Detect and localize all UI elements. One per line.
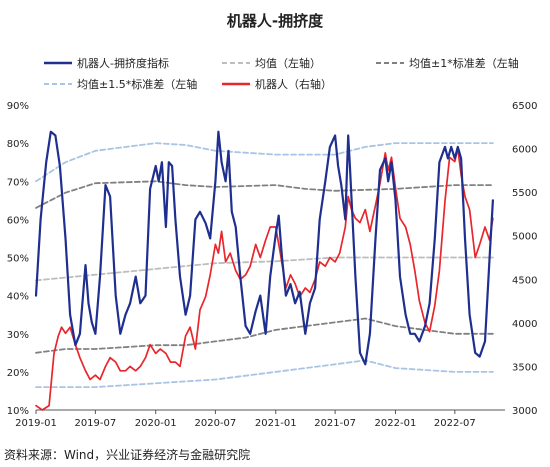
series-line-mean-plus-1.5sd <box>35 142 494 183</box>
x-tick-label: 2019-07 <box>74 418 116 429</box>
y-left-tick-label: 40% <box>7 292 29 303</box>
x-tick-label: 2022-01 <box>375 418 417 429</box>
legend-label: 机器人-拥挤度指标 <box>77 56 169 70</box>
y-right-tick-label: 6000 <box>512 145 537 156</box>
legend-label: 机器人（右轴） <box>255 77 332 91</box>
y-right-tick-label: 4000 <box>512 319 537 330</box>
legend-label: 均值±1*标准差（左轴 <box>409 56 519 70</box>
y-left-tick-label: 50% <box>7 254 29 265</box>
y-right-tick-label: 5500 <box>512 188 537 199</box>
y-left-tick-label: 10% <box>7 406 29 417</box>
y-right-tick-label: 3500 <box>512 362 537 373</box>
series-line-mean-minus-1sd <box>35 317 494 354</box>
chart-title: 机器人-拥挤度 <box>227 12 324 30</box>
x-tick-label: 2021-01 <box>255 418 297 429</box>
source-note: 资料来源：Wind，兴业证券经济与金融研究院 <box>4 448 251 462</box>
x-tick-label: 2021-07 <box>314 418 356 429</box>
legend-label: 均值（左轴） <box>255 56 321 70</box>
x-tick-label: 2019-01 <box>15 418 57 429</box>
legend-label: 均值±1.5*标准差（左轴 <box>77 77 197 91</box>
y-right-tick-label: 6500 <box>512 101 537 112</box>
y-left-tick-label: 80% <box>7 139 29 150</box>
y-left-tick-label: 70% <box>7 177 29 188</box>
y-right-tick-label: 3000 <box>512 406 537 417</box>
y-left-tick-label: 60% <box>7 215 29 226</box>
x-tick-label: 2022-07 <box>434 418 476 429</box>
y-right-tick-label: 4500 <box>512 275 537 286</box>
x-tick-label: 2020-01 <box>135 418 177 429</box>
y-left-tick-label: 90% <box>7 101 29 112</box>
series-line-mean-minus-1.5sd <box>35 359 494 388</box>
plot-area: 10% 20% 30% 40% 50% 60% 70% 80% 90% 3000 3500 4000 4… <box>7 101 538 429</box>
y-right-tick-label: 5000 <box>512 232 537 243</box>
series-line-mean <box>35 256 494 282</box>
y-left-tick-label: 20% <box>7 368 29 379</box>
x-tick-label: 2020-07 <box>195 418 237 429</box>
series-line-robot-index <box>35 147 494 411</box>
y-left-tick-label: 30% <box>7 330 29 341</box>
series-line-crowding-index <box>34 130 494 366</box>
series-line-mean-plus-1sd <box>35 180 494 209</box>
